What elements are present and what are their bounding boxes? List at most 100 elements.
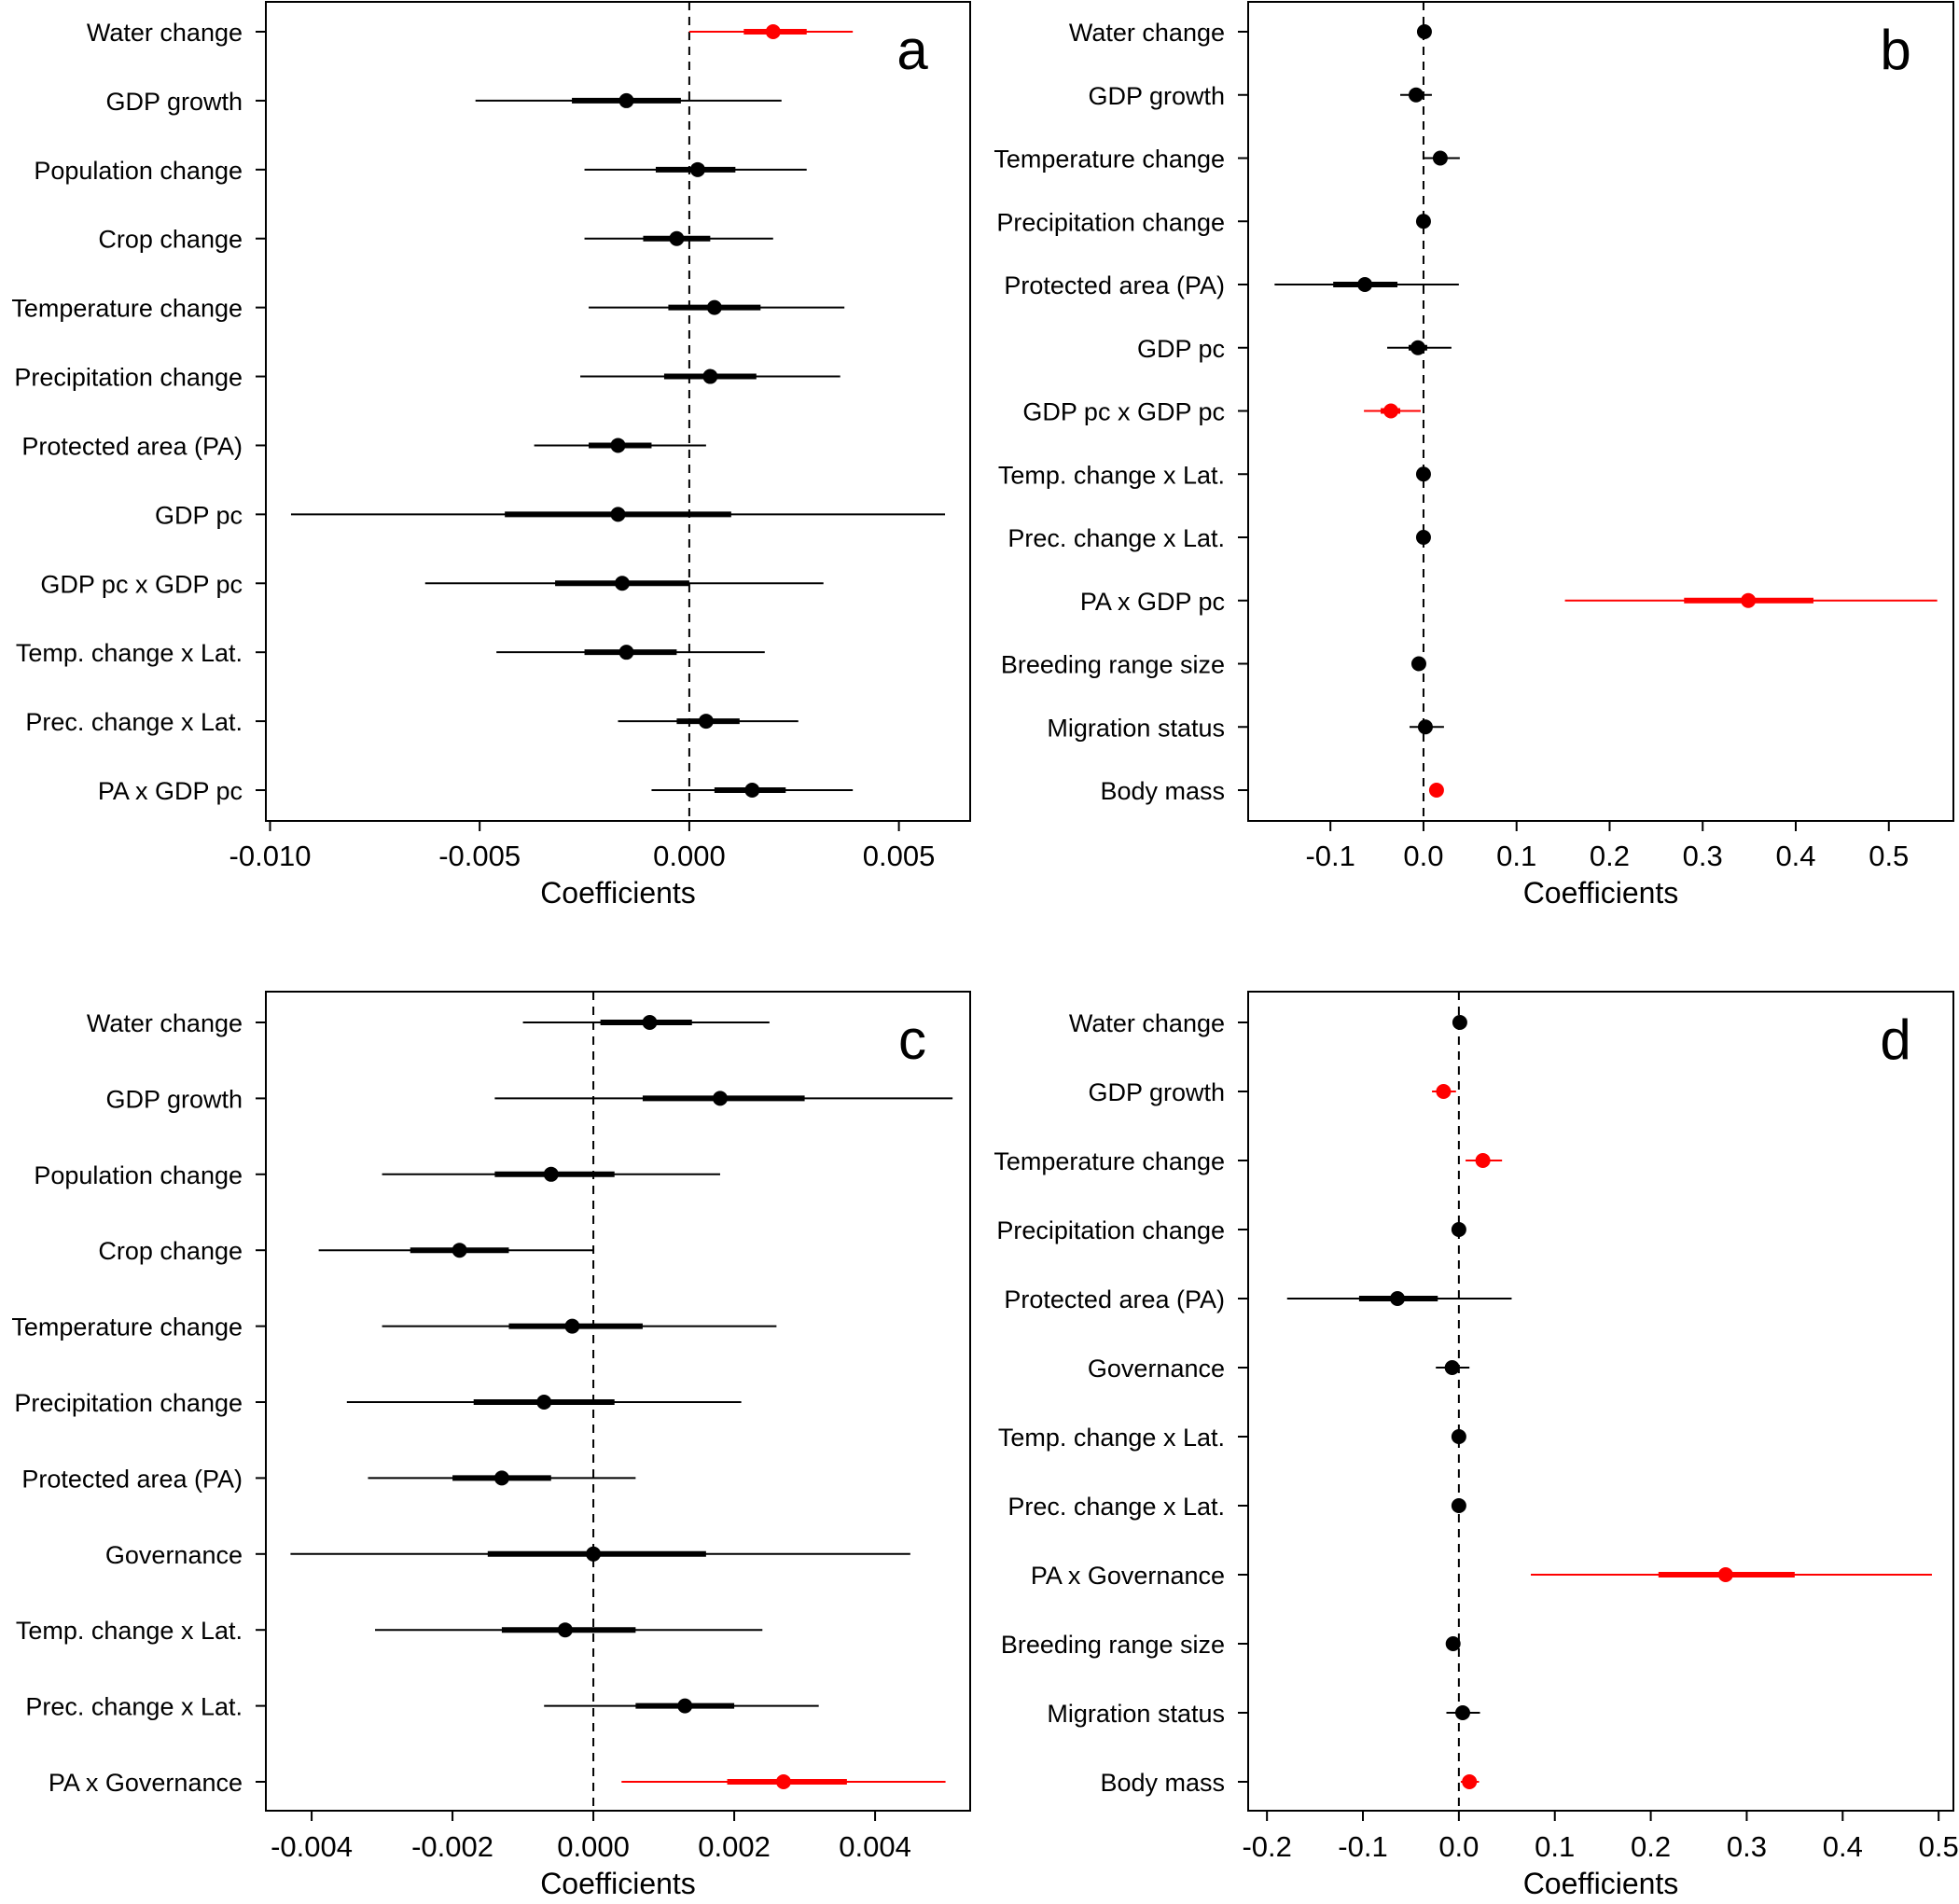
row-label: GDP growth bbox=[1088, 82, 1225, 110]
coefficient-row: Precipitation change bbox=[996, 208, 1431, 236]
coefficient-row: Migration status bbox=[1047, 714, 1444, 742]
point-estimate bbox=[669, 230, 685, 246]
x-tick-label: 0.4 bbox=[1823, 1830, 1863, 1863]
coefficient-row: Water change bbox=[87, 1009, 770, 1037]
coefficient-row: Precipitation change bbox=[14, 364, 841, 392]
row-label: Protected area (PA) bbox=[1004, 271, 1225, 299]
point-estimate bbox=[1717, 1567, 1733, 1582]
row-label: Body mass bbox=[1100, 1769, 1225, 1797]
row-label: Migration status bbox=[1047, 714, 1225, 742]
row-label: Breeding range size bbox=[1001, 651, 1225, 679]
x-tick-label: -0.1 bbox=[1305, 840, 1355, 872]
point-estimate bbox=[1741, 592, 1757, 608]
coefficient-row: Temp. change x Lat. bbox=[16, 639, 765, 667]
row-label: Water change bbox=[1069, 19, 1225, 47]
point-estimate bbox=[775, 1774, 791, 1789]
coefficient-row: GDP pc bbox=[1137, 335, 1452, 363]
point-estimate bbox=[1444, 1360, 1460, 1375]
row-label: Migration status bbox=[1047, 1700, 1225, 1728]
point-estimate bbox=[706, 299, 722, 315]
x-tick-label: 0.4 bbox=[1775, 840, 1815, 872]
row-label: Prec. change x Lat. bbox=[1007, 1493, 1225, 1521]
point-estimate bbox=[702, 368, 718, 384]
row-label: Body mass bbox=[1100, 777, 1225, 805]
row-label: Prec. change x Lat. bbox=[1007, 524, 1225, 552]
coefficient-row: Precipitation change bbox=[14, 1389, 742, 1417]
row-label: Protected area (PA) bbox=[21, 1465, 243, 1493]
coefficient-row: Protected area (PA) bbox=[1004, 1286, 1512, 1313]
point-estimate bbox=[642, 1015, 658, 1030]
coefficient-row: Body mass bbox=[1100, 1769, 1480, 1797]
x-axis-title: Coefficients bbox=[1523, 1867, 1679, 1900]
row-label: Temp. change x Lat. bbox=[998, 1424, 1225, 1452]
row-label: Water change bbox=[1069, 1009, 1225, 1037]
point-estimate bbox=[1475, 1153, 1491, 1168]
row-label: Temperature change bbox=[11, 1313, 243, 1341]
point-estimate bbox=[1415, 530, 1431, 545]
coefficient-row: Water change bbox=[1069, 1009, 1467, 1037]
x-tick-label: -0.002 bbox=[411, 1830, 493, 1863]
row-label: Governance bbox=[1088, 1355, 1225, 1383]
row-label: Temperature change bbox=[11, 295, 243, 323]
coefficient-row: GDP growth bbox=[105, 88, 782, 116]
row-label: Temp. change x Lat. bbox=[998, 461, 1225, 489]
point-estimate bbox=[1383, 403, 1399, 419]
coefficient-row: Temperature change bbox=[993, 146, 1460, 174]
point-estimate bbox=[1452, 1015, 1467, 1030]
coefficient-row: PA x GDP pc bbox=[98, 777, 854, 805]
panel-b: b Water change GDP growth Temperature chang… bbox=[993, 1, 1954, 910]
coefficient-row: GDP pc bbox=[155, 501, 946, 529]
row-label: GDP pc bbox=[155, 501, 243, 529]
x-tick-label: 0.0 bbox=[1403, 840, 1443, 872]
point-estimate bbox=[564, 1318, 580, 1334]
point-estimate bbox=[586, 1546, 602, 1562]
point-estimate bbox=[1432, 150, 1448, 166]
panel-c: c Water change GDP growth Population change… bbox=[11, 991, 971, 1900]
point-estimate bbox=[610, 438, 626, 453]
point-estimate bbox=[618, 92, 634, 108]
row-label: Prec. change x Lat. bbox=[25, 708, 243, 736]
coefficient-row: Water change bbox=[1069, 19, 1432, 47]
row-label: PA x GDP pc bbox=[98, 777, 243, 805]
point-estimate bbox=[493, 1470, 509, 1486]
row-label: GDP pc x GDP pc bbox=[40, 570, 243, 598]
coefficient-row: PA x Governance bbox=[49, 1769, 946, 1797]
x-tick-label: 0.2 bbox=[1631, 1830, 1671, 1863]
point-estimate bbox=[1445, 1636, 1461, 1651]
point-estimate bbox=[1451, 1222, 1466, 1237]
plot-frame bbox=[1247, 1, 1954, 822]
coefficient-row: Body mass bbox=[1100, 777, 1444, 805]
panel-letter: a bbox=[896, 19, 928, 81]
row-label: Crop change bbox=[98, 226, 243, 254]
coefficient-row: Temperature change bbox=[11, 295, 845, 323]
point-estimate bbox=[765, 24, 781, 39]
row-label: Prec. change x Lat. bbox=[25, 1693, 243, 1721]
point-estimate bbox=[1408, 87, 1424, 103]
row-label: Crop change bbox=[98, 1237, 243, 1265]
coefficient-row: Temp. change x Lat. bbox=[16, 1617, 763, 1645]
point-estimate bbox=[1357, 277, 1373, 292]
row-label: Temp. change x Lat. bbox=[16, 1617, 243, 1645]
point-estimate bbox=[536, 1395, 552, 1410]
point-estimate bbox=[1415, 466, 1431, 482]
point-estimate bbox=[1410, 656, 1426, 672]
panel-letter: c bbox=[898, 1008, 926, 1071]
plot-frame bbox=[265, 1, 971, 822]
point-estimate bbox=[1454, 1705, 1470, 1720]
coefficient-row: Prec. change x Lat. bbox=[25, 1693, 819, 1721]
point-estimate bbox=[689, 161, 705, 177]
coefficient-row: PA x Governance bbox=[1031, 1562, 1932, 1590]
x-tick-label: 0.5 bbox=[1869, 840, 1909, 872]
point-estimate bbox=[618, 645, 634, 660]
row-label: Governance bbox=[105, 1541, 243, 1569]
coefficient-row: GDP growth bbox=[1088, 82, 1432, 110]
coefficient-row: Population change bbox=[34, 1161, 720, 1189]
point-estimate bbox=[1428, 783, 1444, 798]
x-tick-label: 0.3 bbox=[1727, 1830, 1767, 1863]
coefficient-row: PA x GDP pc bbox=[1080, 588, 1938, 616]
row-label: GDP growth bbox=[105, 1085, 243, 1113]
row-label: PA x GDP pc bbox=[1080, 588, 1225, 616]
point-estimate bbox=[712, 1091, 728, 1106]
row-label: GDP growth bbox=[105, 88, 243, 116]
x-tick-label: 0.2 bbox=[1590, 840, 1630, 872]
